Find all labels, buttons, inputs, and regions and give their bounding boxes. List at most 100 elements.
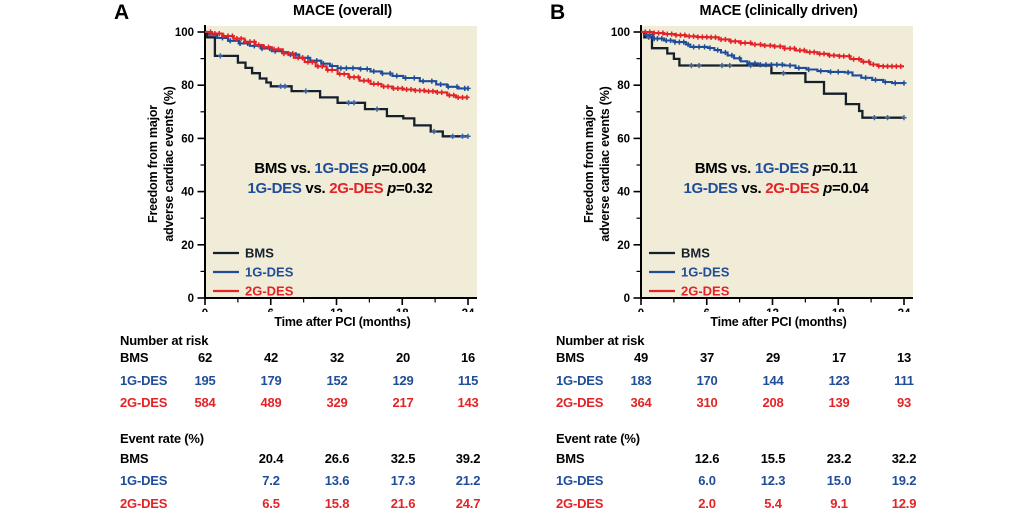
number-at-risk-value: 62 — [197, 350, 213, 365]
y-tick-label: 100 — [611, 27, 630, 39]
pvalue-segment: BMS vs. — [254, 160, 315, 177]
x-tick-label: 18 — [832, 308, 845, 312]
event-rate-value: 20.4 — [258, 450, 284, 466]
event-rate-value: 6.0 — [698, 473, 716, 488]
panel-a-title: MACE (overall) — [293, 3, 392, 19]
number-at-risk-value: 129 — [392, 372, 414, 388]
y-tick-label: 60 — [617, 133, 630, 145]
y-tick-label: 0 — [188, 293, 194, 305]
number-at-risk-value: 144 — [762, 372, 784, 388]
pvalue-line: BMS vs. 1G-DES p=0.11 — [636, 159, 916, 179]
number-at-risk-value: 115 — [457, 372, 479, 388]
event-rate-value: 24.7 — [455, 495, 481, 511]
pvalue-segment: 1G-DES — [247, 180, 302, 197]
risk-event-tables: Number at risk BMS 49 37 29 17 13 1G-DES 183 170 1… — [436, 0, 958, 515]
panel-b-label: B — [550, 1, 565, 24]
number-at-risk-value: 93 — [896, 394, 912, 410]
number-at-risk-header: Number at risk — [556, 333, 645, 348]
event-rate-row-label: 1G-DES — [120, 473, 168, 488]
y-tick-label: 20 — [617, 240, 630, 252]
event-rate-header: Event rate (%) — [120, 430, 204, 446]
pvalue-segment: 2G-DES — [765, 180, 820, 197]
pvalue-segment: p — [823, 180, 833, 197]
pvalue-segment: 1G-DES — [683, 180, 738, 197]
event-rate-row-label: BMS — [556, 450, 585, 466]
x-tick-label: 24 — [462, 308, 475, 312]
event-rate-value: 17.3 — [390, 473, 416, 488]
legend-label-bms: BMS — [245, 246, 274, 261]
number-at-risk-value: 17 — [831, 350, 847, 365]
number-at-risk-row-label: 2G-DES — [556, 394, 604, 410]
event-rate-value: 6.5 — [262, 495, 280, 511]
number-at-risk-row-label: BMS — [556, 350, 585, 365]
event-rate-value: 15.0 — [826, 473, 852, 488]
number-at-risk-value: 584 — [194, 394, 216, 410]
risk-event-tables: Number at risk BMS 62 42 32 20 16 1G-DES 195 179 1… — [120, 333, 481, 511]
number-at-risk-value: 170 — [696, 372, 718, 388]
plot-background — [205, 26, 477, 298]
y-tick-label: 40 — [617, 187, 630, 199]
number-at-risk-row-label: BMS — [120, 350, 149, 365]
number-at-risk-value: 217 — [392, 394, 414, 410]
x-tick-label: 0 — [638, 308, 644, 312]
pvalue-segment: p — [372, 160, 382, 177]
legend-label-2g-des: 2G-DES — [245, 284, 294, 299]
number-at-risk-value: 42 — [263, 350, 279, 365]
panel-a: A MACE (overall) Freedom from major adve… — [114, 1, 481, 511]
pvalue-segment: 1G-DES — [754, 160, 809, 177]
event-rate-value: 26.6 — [324, 450, 350, 466]
pvalue-segment: =0.004 — [381, 160, 426, 177]
legend-label-1g-des: 1G-DES — [245, 265, 294, 280]
panel-b-title: MACE (clinically driven) — [699, 3, 858, 19]
panel-a-label: A — [114, 1, 129, 24]
event-rate-value: 2.0 — [698, 495, 716, 511]
number-at-risk-value: 13 — [896, 350, 912, 365]
event-rate-row-label: 1G-DES — [556, 473, 604, 488]
event-rate-value: 12.3 — [760, 473, 786, 488]
number-at-risk-header: Number at risk — [120, 333, 209, 348]
x-tick-label: 18 — [396, 308, 409, 312]
event-rate-value: 39.2 — [455, 450, 481, 466]
pvalue-annotations: BMS vs. 1G-DES p=0.004 1G-DES vs. 2G-DES … — [200, 159, 480, 199]
number-at-risk-value: 49 — [633, 350, 649, 365]
number-at-risk-value: 29 — [765, 350, 781, 365]
event-rate-row-label: BMS — [120, 450, 149, 466]
x-tick-label: 12 — [330, 308, 343, 312]
x-axis-label: Time after PCI (months) — [274, 315, 411, 329]
number-at-risk-value: 183 — [630, 372, 652, 388]
y-tick-label: 80 — [181, 80, 194, 92]
number-at-risk-value: 310 — [696, 394, 718, 410]
number-at-risk-value: 329 — [326, 394, 348, 410]
event-rate-header: Event rate (%) — [556, 430, 640, 446]
y-tick-label: 20 — [181, 240, 194, 252]
panel-b: B MACE (clinically driven) Freedom from … — [436, 0, 958, 515]
number-at-risk-value: 20 — [395, 350, 411, 365]
y-tick-label: 100 — [175, 27, 194, 39]
y-tick-label: 60 — [181, 133, 194, 145]
number-at-risk-value: 208 — [762, 394, 784, 410]
x-tick-label: 6 — [704, 308, 710, 312]
event-rate-value: 12.9 — [891, 495, 917, 511]
pvalue-line: 1G-DES vs. 2G-DES p=0.04 — [636, 179, 916, 199]
pvalue-segment: BMS vs. — [694, 160, 755, 177]
event-rate-row-label: 2G-DES — [120, 495, 168, 511]
event-rate-value: 5.4 — [764, 495, 782, 511]
y-tick-label: 0 — [624, 293, 630, 305]
number-at-risk-value: 364 — [630, 394, 652, 410]
number-at-risk-row-label: 1G-DES — [120, 372, 168, 388]
pvalue-segment: vs. — [737, 180, 766, 197]
y-tick-label: 80 — [617, 80, 630, 92]
km-curve-bms — [205, 30, 468, 138]
event-rate-value: 21.2 — [455, 473, 481, 488]
event-rate-value: 23.2 — [826, 450, 852, 466]
event-rate-value: 21.6 — [390, 495, 416, 511]
number-at-risk-value: 123 — [828, 372, 850, 388]
pvalue-segment: 2G-DES — [329, 180, 384, 197]
number-at-risk-row-label: 1G-DES — [556, 372, 604, 388]
legend-label-2g-des: 2G-DES — [681, 284, 730, 299]
plot-background — [641, 26, 913, 298]
event-rate-value: 19.2 — [891, 473, 917, 488]
number-at-risk-row-label: 2G-DES — [120, 394, 168, 410]
number-at-risk-value: 179 — [260, 372, 282, 388]
